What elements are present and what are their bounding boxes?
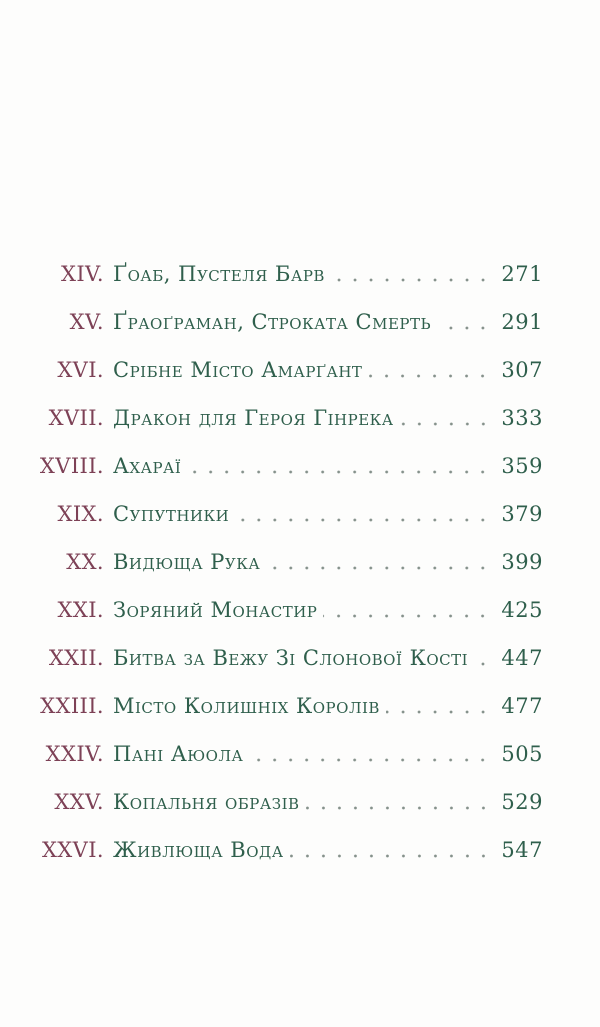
- chapter-numeral: XVII.: [48, 406, 104, 430]
- chapter-numeral: XXIV.: [45, 742, 104, 766]
- chapter-numeral: XIX.: [57, 502, 104, 526]
- toc-entry: XXV. Копальня образів 529: [28, 778, 543, 826]
- chapter-page-number: 399: [501, 550, 543, 574]
- dot-leader: [249, 730, 491, 778]
- chapter-numeral: XVI.: [57, 358, 104, 382]
- dot-leader: [330, 250, 491, 298]
- chapter-title: Ґраоґраман, Строката Смерть: [113, 310, 432, 334]
- chapter-title: Ахараї: [113, 454, 182, 478]
- chapter-page-number: 307: [501, 358, 543, 382]
- toc-entry: XVI. Срібне Місто Амарґант 307: [28, 346, 543, 394]
- dot-leader: [474, 634, 491, 682]
- chapter-page-number: 359: [501, 454, 543, 478]
- toc-entry: XXII. Битва за Вежу Зі Слонової Кості 44…: [28, 634, 543, 682]
- dot-leader: [235, 490, 491, 538]
- chapter-page-number: 291: [501, 310, 543, 334]
- chapter-page-number: 505: [501, 742, 543, 766]
- chapter-numeral: XVIII.: [39, 454, 104, 478]
- chapter-page-number: 425: [501, 598, 543, 622]
- chapter-numeral: XIV.: [60, 262, 104, 286]
- chapter-title: Срібне Місто Амарґант: [113, 358, 363, 382]
- toc-entry: XVII. Дракон для Героя Гінрека 333: [28, 394, 543, 442]
- dot-leader: [323, 586, 491, 634]
- chapter-title: Дракон для Героя Гінрека: [113, 406, 394, 430]
- chapter-page-number: 271: [501, 262, 543, 286]
- toc-entry: XVIII. Ахараї 359: [28, 442, 543, 490]
- chapter-numeral: XXVI.: [41, 838, 104, 862]
- chapter-page-number: 547: [501, 838, 543, 862]
- dot-leader: [385, 682, 491, 730]
- chapter-title: Битва за Вежу Зі Слонової Кості: [113, 646, 469, 670]
- dot-leader: [437, 298, 491, 346]
- toc-entry: XXVI. Живлюща Вода 547: [28, 826, 543, 874]
- toc-entry: XV. Ґраоґраман, Строката Смерть 291: [28, 298, 543, 346]
- chapter-numeral: XXV.: [54, 790, 104, 814]
- chapter-title: Живлюща Вода: [113, 838, 284, 862]
- chapter-page-number: 477: [501, 694, 543, 718]
- chapter-numeral: XV.: [69, 310, 104, 334]
- toc-entry: XIX. Супутники 379: [28, 490, 543, 538]
- chapter-title: Пані Аюола: [113, 742, 244, 766]
- chapter-page-number: 333: [501, 406, 543, 430]
- dot-leader: [187, 442, 491, 490]
- toc-entry: XXI. Зоряний Монастир 425: [28, 586, 543, 634]
- table-of-contents: XIV. Ґоаб, Пустеля Барв 271 XV. Ґраоґрам…: [28, 250, 543, 874]
- toc-entry: XXIII. Місто Колишніх Королів 477: [28, 682, 543, 730]
- chapter-numeral: XXII.: [48, 646, 104, 670]
- chapter-title: Супутники: [113, 502, 230, 526]
- toc-entry: XIV. Ґоаб, Пустеля Барв 271: [28, 250, 543, 298]
- dot-leader: [266, 538, 491, 586]
- toc-entry: XXIV. Пані Аюола 505: [28, 730, 543, 778]
- chapter-title: Копальня образів: [113, 790, 300, 814]
- chapter-numeral: XX.: [66, 550, 104, 574]
- chapter-title: Місто Колишніх Королів: [113, 694, 380, 718]
- chapter-title: Ґоаб, Пустеля Барв: [113, 262, 325, 286]
- dot-leader: [368, 346, 491, 394]
- chapter-page-number: 529: [501, 790, 543, 814]
- chapter-title: Видюща Рука: [113, 550, 261, 574]
- dot-leader: [399, 394, 491, 442]
- chapter-title: Зоряний Монастир: [113, 598, 318, 622]
- chapter-numeral: XXIII.: [40, 694, 104, 718]
- chapter-page-number: 447: [501, 646, 543, 670]
- chapter-numeral: XXI.: [57, 598, 104, 622]
- dot-leader: [305, 778, 491, 826]
- toc-entry: XX. Видюща Рука 399: [28, 538, 543, 586]
- chapter-page-number: 379: [501, 502, 543, 526]
- dot-leader: [289, 826, 491, 874]
